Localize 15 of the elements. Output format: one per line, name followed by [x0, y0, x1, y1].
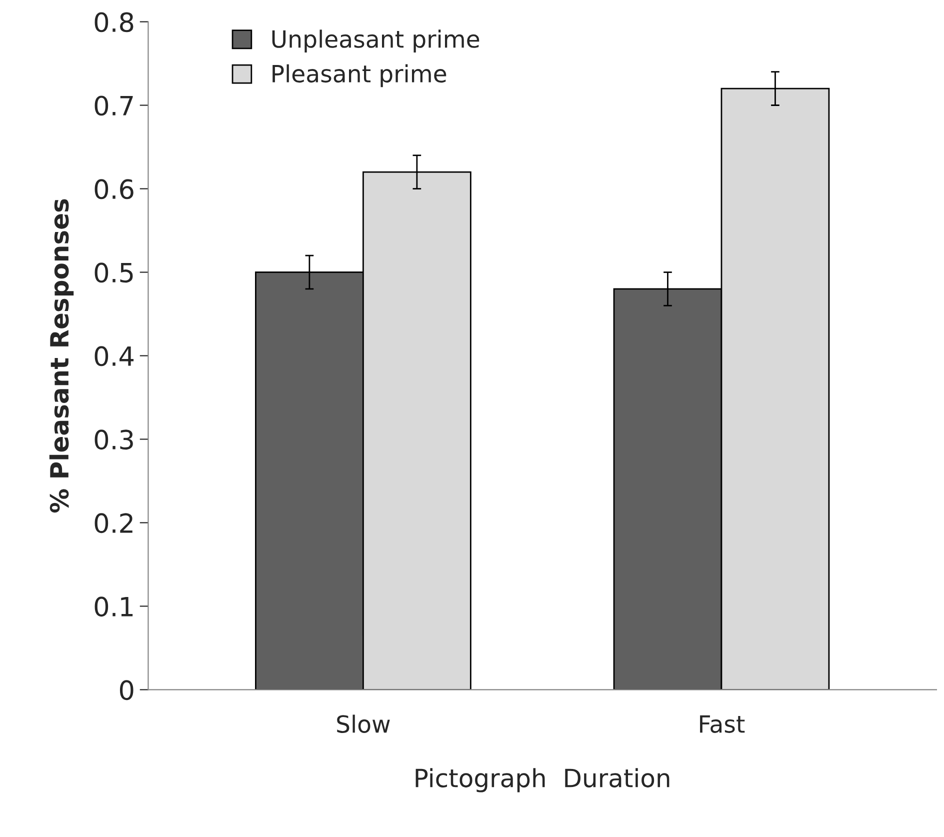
y-tick-label: 0.3	[94, 430, 133, 450]
y-tick-label: 0.1	[94, 596, 133, 617]
y-tick-label: 0.7	[94, 96, 133, 116]
legend-label: Pleasant prime	[272, 64, 446, 88]
y-tick-label: 0.8	[94, 12, 134, 32]
y-axis-title: % Pleasant Responses	[49, 199, 74, 513]
y-tick-label: 0.4	[94, 346, 134, 366]
x-tick-label: Slow	[337, 714, 390, 733]
y-tick-label: 0.6	[94, 179, 134, 200]
y-tick-label: 0.5	[94, 262, 133, 283]
x-axis-title: Pictograph Duration	[416, 768, 670, 792]
y-tick-label: 0	[120, 680, 134, 700]
legend-label: Unpleasant prime	[272, 30, 480, 53]
x-tick-label: Fast	[700, 715, 745, 733]
y-tick-label: 0.2	[94, 513, 132, 534]
